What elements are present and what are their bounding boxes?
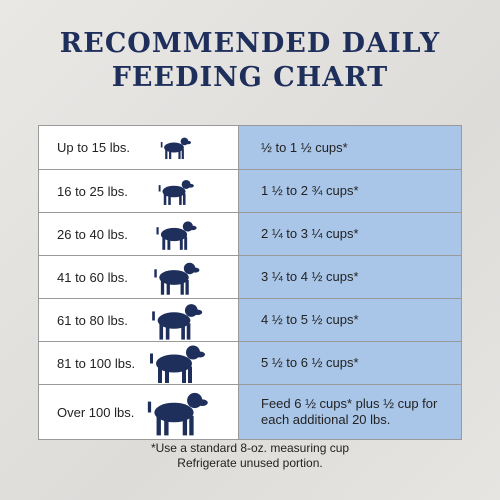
weight-cell: 81 to 100 lbs. bbox=[39, 342, 239, 384]
table-row: 41 to 60 lbs. 3 ¼ to 4 ½ cups* bbox=[39, 255, 461, 298]
amount-cell: 1 ½ to 2 ¾ cups* bbox=[239, 170, 461, 212]
amount-cell: 5 ½ to 6 ½ cups* bbox=[239, 342, 461, 384]
dog-icon bbox=[160, 137, 192, 160]
amount-cell: Feed 6 ½ cups* plus ½ cup for each addit… bbox=[239, 385, 461, 439]
footnote: Refrigerate unused portion. bbox=[177, 456, 323, 470]
weight-text: 61 to 80 lbs. bbox=[57, 312, 128, 328]
weight-cell: Over 100 lbs. bbox=[39, 385, 239, 439]
weight-cell: 26 to 40 lbs. bbox=[39, 213, 239, 255]
amount-cell: ½ to 1 ½ cups* bbox=[239, 126, 461, 169]
weight-text: 16 to 25 lbs. bbox=[57, 183, 128, 199]
dog-icon bbox=[154, 262, 200, 295]
weight-text: 41 to 60 lbs. bbox=[57, 269, 128, 285]
amount-cell: 4 ½ to 5 ½ cups* bbox=[239, 299, 461, 341]
footnote: *Use a standard 8-oz. measuring cup bbox=[150, 441, 350, 455]
weight-text: Over 100 lbs. bbox=[57, 404, 135, 420]
table-row: 61 to 80 lbs. 4 ½ to 5 ½ cups* bbox=[39, 298, 461, 341]
amount-cell: 3 ¼ to 4 ½ cups* bbox=[239, 256, 461, 298]
table-row: 81 to 100 lbs. 5 ½ to 6 ½ cups* bbox=[39, 341, 461, 384]
feeding-table: Up to 15 lbs. ½ to 1 ½ cups* 16 to 25 lbs.… bbox=[38, 125, 462, 440]
table-row: 16 to 25 lbs. 1 ½ to 2 ¾ cups* bbox=[39, 169, 461, 212]
amount-cell: 2 ¼ to 3 ¼ cups* bbox=[239, 213, 461, 255]
dog-icon bbox=[147, 392, 208, 436]
dog-icon bbox=[158, 179, 194, 205]
dog-icon bbox=[152, 304, 203, 340]
dog-icon bbox=[156, 221, 197, 250]
title-line: RECOMMENDED DAILY bbox=[59, 28, 441, 59]
weight-cell: 41 to 60 lbs. bbox=[39, 256, 239, 298]
table-row: 26 to 40 lbs. 2 ¼ to 3 ¼ cups* bbox=[39, 212, 461, 255]
weight-cell: Up to 15 lbs. bbox=[39, 126, 239, 169]
weight-cell: 16 to 25 lbs. bbox=[39, 170, 239, 212]
weight-cell: 61 to 80 lbs. bbox=[39, 299, 239, 341]
weight-text: 81 to 100 lbs. bbox=[57, 355, 136, 371]
dog-icon bbox=[150, 345, 205, 383]
weight-text: Up to 15 lbs. bbox=[57, 140, 130, 155]
table-row: Over 100 lbs. Feed 6 ½ cups* plus ½ cup f… bbox=[39, 384, 461, 439]
table-row: Up to 15 lbs. ½ to 1 ½ cups* bbox=[39, 126, 461, 169]
title-line: FEEDING CHART bbox=[111, 62, 389, 93]
weight-text: 26 to 40 lbs. bbox=[57, 226, 128, 242]
